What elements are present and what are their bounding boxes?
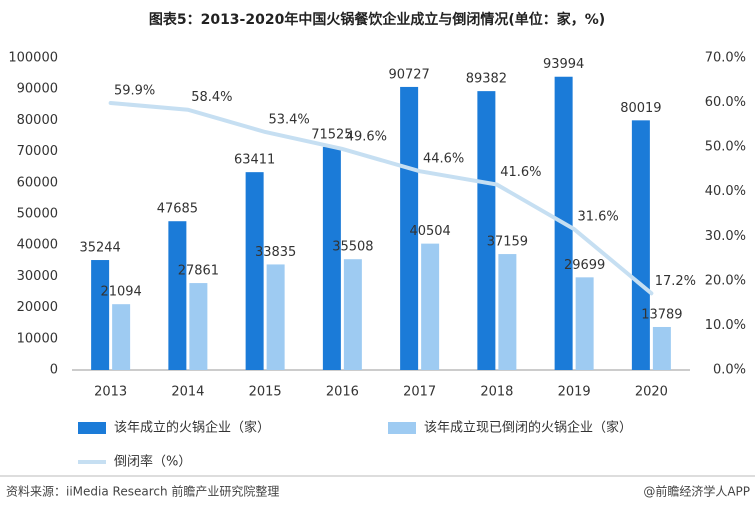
legend-label: 倒闭率（%） <box>114 454 191 470</box>
x-tick-label: 2019 <box>558 385 591 400</box>
x-tick-label: 2013 <box>94 385 127 400</box>
bar <box>652 326 671 370</box>
x-tick-label: 2016 <box>326 385 359 400</box>
bar <box>477 91 496 370</box>
y-tick-label: 70000 <box>17 144 58 159</box>
y-tick-label: 40000 <box>17 238 58 253</box>
bar <box>189 283 208 370</box>
x-tick-label: 2020 <box>635 385 668 400</box>
value-label: 33835 <box>255 245 296 260</box>
legend-swatch <box>78 422 106 434</box>
value-label: 47685 <box>157 202 198 217</box>
value-label: 90727 <box>388 67 429 82</box>
line-value-label: 58.4% <box>191 90 232 105</box>
y-tick-label: 50000 <box>17 207 58 222</box>
line-value-label: 53.4% <box>268 112 309 127</box>
value-label: 80019 <box>620 101 661 116</box>
y-tick-label: 10000 <box>17 331 58 346</box>
value-label: 35508 <box>332 240 373 255</box>
value-label: 63411 <box>234 153 275 168</box>
value-label: 21094 <box>100 285 141 300</box>
y2-tick-label: 0.0% <box>713 363 746 378</box>
value-label: 35244 <box>79 241 120 256</box>
y-tick-label: 100000 <box>8 51 58 66</box>
value-label: 71525 <box>311 127 352 142</box>
line-value-label: 31.6% <box>577 210 618 225</box>
bar <box>322 146 341 370</box>
bar <box>343 259 362 370</box>
y-tick-label: 0 <box>50 363 58 378</box>
y2-tick-label: 20.0% <box>705 273 746 288</box>
y2-tick-label: 40.0% <box>705 184 746 199</box>
legend-label: 该年成立现已倒闭的火锅企业（家） <box>424 420 632 436</box>
value-label: 40504 <box>409 224 450 239</box>
bar <box>575 277 594 370</box>
legend-label: 该年成立的火锅企业（家） <box>114 420 270 436</box>
line-value-label: 49.6% <box>346 129 387 144</box>
value-label: 13789 <box>641 307 682 322</box>
credit: @前瞻经济学人APP <box>643 484 750 499</box>
value-label: 93994 <box>543 57 584 72</box>
y-tick-label: 60000 <box>17 175 58 190</box>
bar <box>631 120 650 370</box>
value-label: 37159 <box>487 235 528 250</box>
bar <box>498 254 517 370</box>
bar <box>400 86 419 370</box>
y2-tick-label: 60.0% <box>705 95 746 110</box>
bar <box>421 243 440 370</box>
line-value-label: 17.2% <box>655 274 696 289</box>
line-value-label: 41.6% <box>500 165 541 180</box>
bar <box>266 264 285 370</box>
source: 资料来源：iiMedia Research 前瞻产业研究院整理 <box>6 484 279 499</box>
y-tick-label: 80000 <box>17 113 58 128</box>
bar <box>112 304 131 370</box>
bar <box>91 260 110 370</box>
value-label: 89382 <box>466 72 507 87</box>
x-tick-label: 2018 <box>480 385 513 400</box>
y2-tick-label: 50.0% <box>705 140 746 155</box>
x-tick-label: 2014 <box>171 385 204 400</box>
y2-tick-label: 70.0% <box>705 51 746 66</box>
y2-tick-label: 30.0% <box>705 229 746 244</box>
line <box>108 101 654 296</box>
line-value-label: 59.9% <box>114 84 155 99</box>
bar <box>245 172 264 370</box>
y-tick-label: 20000 <box>17 300 58 315</box>
y-tick-label: 90000 <box>17 82 58 97</box>
x-tick-label: 2015 <box>249 385 282 400</box>
x-tick-label: 2017 <box>403 385 436 400</box>
legend-swatch <box>388 422 416 434</box>
y2-tick-label: 10.0% <box>705 318 746 333</box>
bar <box>168 221 187 370</box>
value-label: 29699 <box>564 258 605 273</box>
y-tick-label: 30000 <box>17 269 58 284</box>
chart-title: 图表5：2013-2020年中国火锅餐饮企业成立与倒闭情况(单位：家，%) <box>149 11 605 28</box>
line-value-label: 44.6% <box>423 152 464 167</box>
value-label: 27861 <box>178 264 219 279</box>
